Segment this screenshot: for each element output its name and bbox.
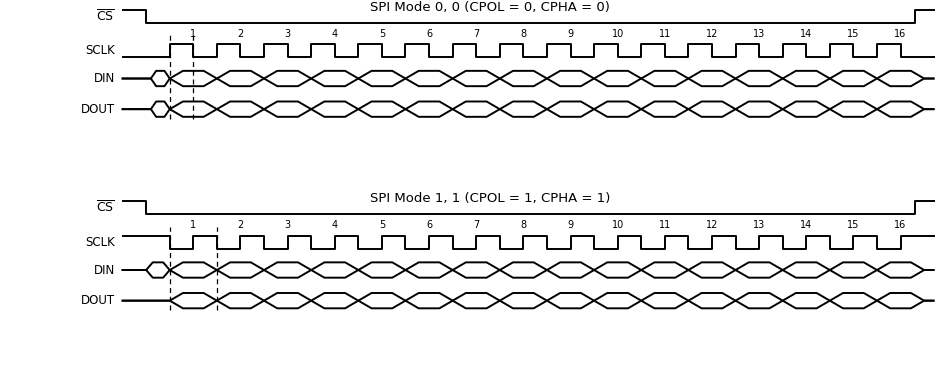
Text: 1: 1 xyxy=(190,28,196,39)
Text: 16: 16 xyxy=(895,220,906,230)
Text: 5: 5 xyxy=(379,28,385,39)
Text: SPI Mode 1, 1 (CPOL = 1, CPHA = 1): SPI Mode 1, 1 (CPOL = 1, CPHA = 1) xyxy=(371,192,610,205)
Text: 2: 2 xyxy=(238,220,243,230)
Text: 8: 8 xyxy=(521,220,526,230)
Text: 12: 12 xyxy=(705,28,719,39)
Text: 4: 4 xyxy=(332,220,338,230)
Text: 9: 9 xyxy=(568,28,573,39)
Text: 3: 3 xyxy=(285,220,290,230)
Text: 1: 1 xyxy=(190,220,196,230)
Text: 6: 6 xyxy=(426,220,432,230)
Text: 11: 11 xyxy=(659,28,670,39)
Text: $\overline{\mathsf{CS}}$: $\overline{\mathsf{CS}}$ xyxy=(96,200,115,216)
Text: 7: 7 xyxy=(473,28,479,39)
Text: 16: 16 xyxy=(895,28,906,39)
Text: 6: 6 xyxy=(426,28,432,39)
Text: SCLK: SCLK xyxy=(85,44,115,57)
Text: 13: 13 xyxy=(753,28,765,39)
Text: 10: 10 xyxy=(612,220,623,230)
Text: 7: 7 xyxy=(473,220,479,230)
Text: 15: 15 xyxy=(847,28,860,39)
Text: $\overline{\mathsf{CS}}$: $\overline{\mathsf{CS}}$ xyxy=(96,8,115,24)
Text: SPI Mode 0, 0 (CPOL = 0, CPHA = 0): SPI Mode 0, 0 (CPOL = 0, CPHA = 0) xyxy=(371,1,610,14)
Text: DIN: DIN xyxy=(93,264,115,277)
Text: 13: 13 xyxy=(753,220,765,230)
Text: 5: 5 xyxy=(379,220,385,230)
Text: 3: 3 xyxy=(285,28,290,39)
Text: 8: 8 xyxy=(521,28,526,39)
Text: 15: 15 xyxy=(847,220,860,230)
Text: 10: 10 xyxy=(612,28,623,39)
Text: 14: 14 xyxy=(801,28,812,39)
Text: 2: 2 xyxy=(238,28,243,39)
Text: 4: 4 xyxy=(332,28,338,39)
Text: DOUT: DOUT xyxy=(81,103,115,116)
Text: DIN: DIN xyxy=(93,72,115,85)
Text: 12: 12 xyxy=(705,220,719,230)
Text: DOUT: DOUT xyxy=(81,294,115,307)
Text: 9: 9 xyxy=(568,220,573,230)
Text: 11: 11 xyxy=(659,220,670,230)
Text: 14: 14 xyxy=(801,220,812,230)
Text: SCLK: SCLK xyxy=(85,236,115,249)
